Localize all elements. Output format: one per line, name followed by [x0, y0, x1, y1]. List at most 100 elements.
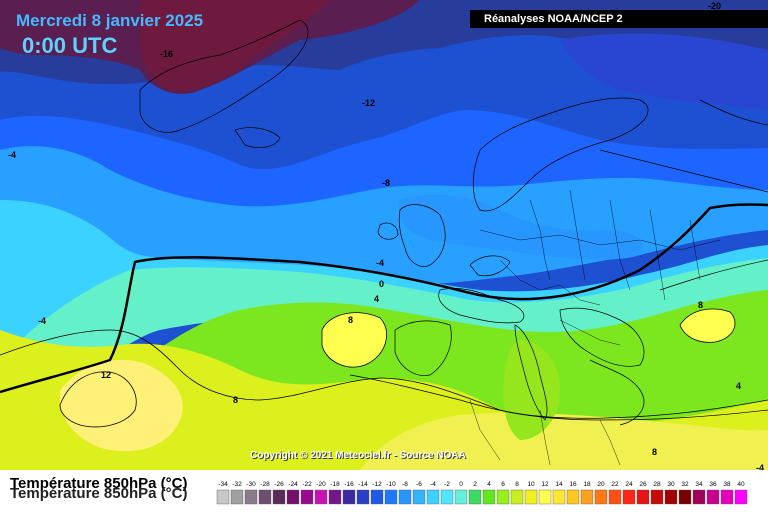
- legend-title-shadow: Température 850hPa (°C): [10, 485, 188, 502]
- scale-swatch: [552, 489, 566, 505]
- band-plus8-inner: [322, 312, 387, 368]
- scale-tick-label: 14: [555, 481, 563, 488]
- scale-tick-label: 30: [667, 481, 675, 488]
- contour-label: 8: [652, 447, 657, 457]
- scale-tick-label: -14: [358, 481, 368, 488]
- scale-tick-label: 20: [597, 481, 605, 488]
- scale-swatch: [510, 489, 524, 505]
- scale-swatch: [692, 489, 706, 505]
- isotherm-lines: [0, 308, 768, 428]
- scale-swatch: [664, 489, 678, 505]
- scale-swatch: [328, 489, 342, 505]
- scale-swatch: [370, 489, 384, 505]
- scale-tick-label: -8: [402, 481, 408, 488]
- scale-swatch: [454, 489, 468, 505]
- band-europe-blue: [399, 194, 643, 260]
- copyright-notice: Copyright © 2021 Meteociel.fr - Source N…: [250, 450, 466, 461]
- scale-tick-label: -28: [260, 481, 270, 488]
- scale-tick-label: -2: [444, 481, 450, 488]
- scale-tick-label: 16: [569, 481, 577, 488]
- scale-tick-label: -22: [302, 481, 312, 488]
- scale-tick-label: 32: [681, 481, 689, 488]
- band-north-cold-east: [560, 33, 768, 110]
- scale-swatch: [300, 489, 314, 505]
- zero-isotherm: [0, 203, 768, 394]
- scale-tick-label: 28: [653, 481, 661, 488]
- contour-label: 8: [348, 315, 353, 325]
- contour-label: -4: [38, 316, 46, 326]
- scale-tick-label: -34: [218, 481, 228, 488]
- map-date-title: Mercredi 8 janvier 2025: [16, 11, 204, 30]
- contour-label: 4: [374, 294, 379, 304]
- contour-label: -4: [756, 463, 764, 470]
- contour-label: -4: [376, 258, 384, 268]
- contour-label: 12: [101, 370, 111, 380]
- scale-swatch: [356, 489, 370, 505]
- map-time-title: 0:00 UTC: [22, 33, 118, 58]
- scale-swatch: [678, 489, 692, 505]
- scale-swatch: [720, 489, 734, 505]
- scale-tick-label: 38: [723, 481, 731, 488]
- corner-contour-label: -20: [708, 1, 722, 11]
- legend-title: Température 850hPa (°C): [10, 475, 188, 492]
- scale-swatch: [230, 489, 244, 505]
- band-africa-warm: [360, 412, 768, 470]
- scale-swatch: [650, 489, 664, 505]
- band-plus12: [60, 359, 183, 452]
- scale-swatch: [538, 489, 552, 505]
- scale-tick-label: -26: [274, 481, 284, 488]
- scale-tick-label: 34: [695, 481, 703, 488]
- temperature-map: -16 -12 -8 -4 -4 -4 -4 0 4 8 8 8 8 12 4: [0, 0, 768, 470]
- scale-swatch: [622, 489, 636, 505]
- scale-tick-label: -10: [386, 481, 396, 488]
- scale-tick-label: 22: [611, 481, 619, 488]
- contour-label: -12: [362, 98, 375, 108]
- scale-tick-label: -12: [372, 481, 382, 488]
- scale-tick-label: 24: [625, 481, 633, 488]
- scale-swatch: [440, 489, 454, 505]
- coastlines: [139, 19, 768, 426]
- scale-tick-label: -24: [288, 481, 298, 488]
- scale-swatch: [384, 489, 398, 505]
- scale-swatch: [314, 489, 328, 505]
- scale-swatch: [482, 489, 496, 505]
- scale-tick-label: -4: [430, 481, 436, 488]
- scale-swatch: [496, 489, 510, 505]
- scale-swatch: [412, 489, 426, 505]
- scale-tick-label: -20: [316, 481, 326, 488]
- scale-tick-label: -30: [246, 481, 256, 488]
- scale-tick-label: 10: [527, 481, 535, 488]
- contour-labels: -16 -12 -8 -4 -4 -4 -4 0 4 8 8 8 8 12 4: [8, 49, 764, 470]
- contour-label: -8: [382, 178, 390, 188]
- scale-tick-label: 18: [583, 481, 591, 488]
- contour-label: 0: [379, 279, 384, 289]
- contour-label: -4: [8, 150, 16, 160]
- band-minus8: [0, 146, 768, 330]
- borders: [469, 189, 721, 466]
- band-plus8-east: [680, 308, 735, 343]
- scale-swatch: [244, 489, 258, 505]
- scale-tick-label: -6: [416, 481, 422, 488]
- band-zero: [0, 258, 768, 440]
- scale-tick-label: 6: [501, 481, 505, 488]
- scale-swatch: [258, 489, 272, 505]
- scale-swatch: [272, 489, 286, 505]
- scale-swatch: [468, 489, 482, 505]
- scale-swatch: [636, 489, 650, 505]
- scale-tick-label: 0: [459, 481, 463, 488]
- contour-label: -16: [160, 49, 173, 59]
- scale-swatch: [216, 489, 230, 505]
- scale-swatch: [398, 489, 412, 505]
- band-minus4: [0, 200, 768, 420]
- source-label: Réanalyses NOAA/NCEP 2: [470, 10, 768, 28]
- scale-tick-label: -32: [232, 481, 242, 488]
- contour-label: 4: [736, 381, 741, 391]
- contour-label: 8: [233, 395, 238, 405]
- band-east-med: [503, 340, 560, 440]
- temperature-color-scale: -34 -32 -30 -28 -26 -24 -22 -20 -18 -16 -14 -12 -10-…: [216, 481, 748, 505]
- scale-swatch: [524, 489, 538, 505]
- scale-swatch: [608, 489, 622, 505]
- scale-swatch: [706, 489, 720, 505]
- scale-swatch: [286, 489, 300, 505]
